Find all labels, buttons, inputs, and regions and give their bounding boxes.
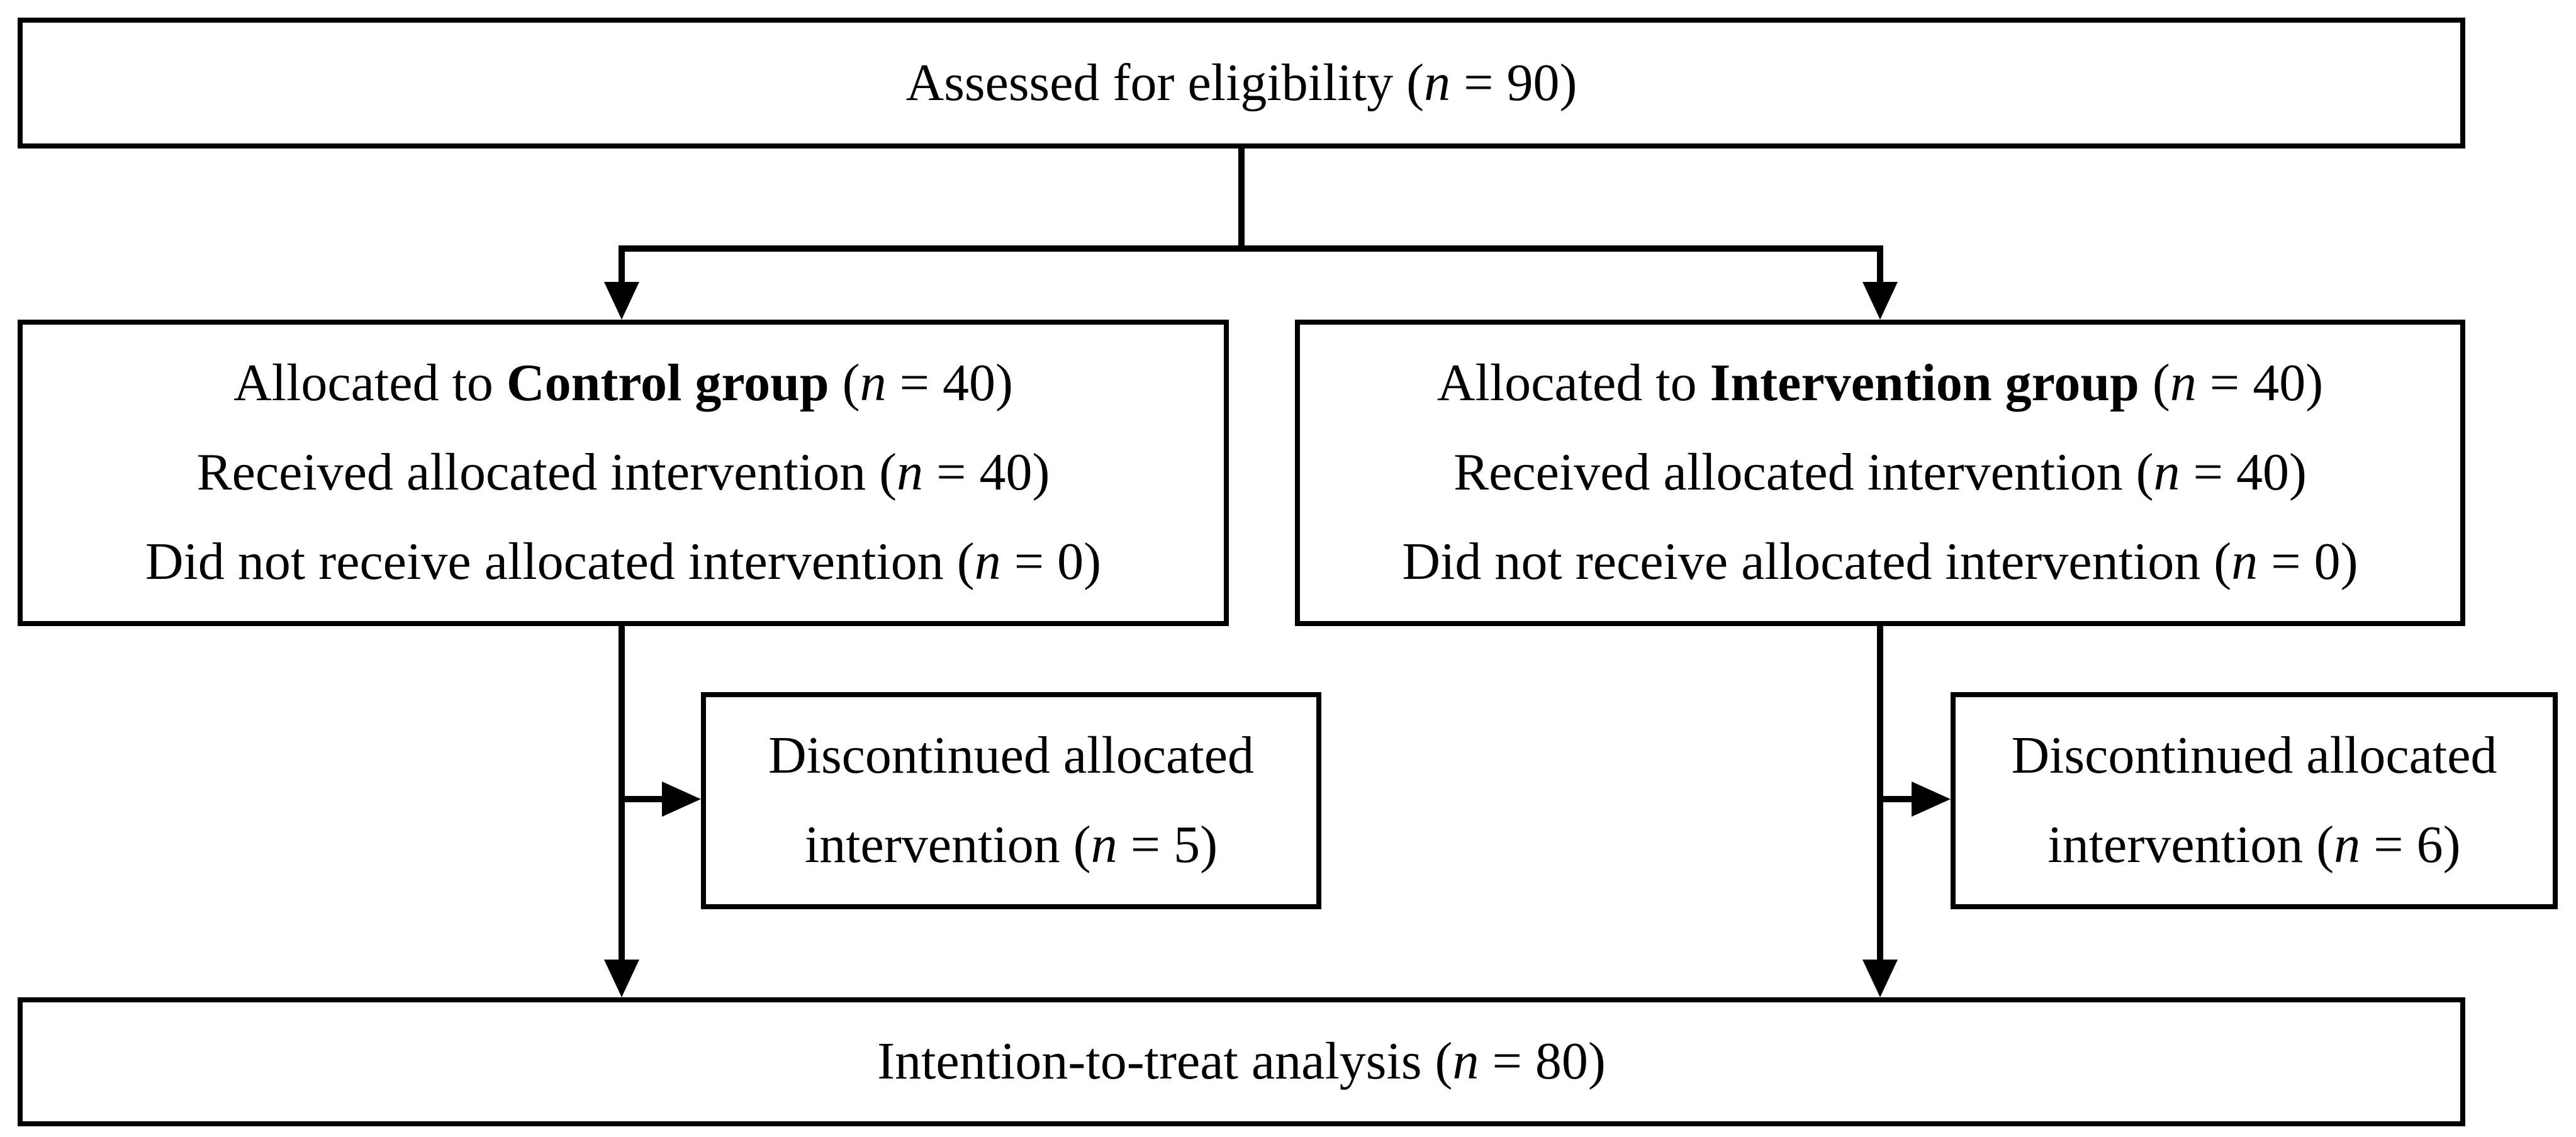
drop-line-to-intervention [1877, 245, 1883, 283]
text-segment: Assessed for eligibility ( [905, 53, 1425, 112]
intervention-group-bold-label: Intervention group [1710, 354, 2139, 413]
control-group-box: Allocated to Control group (n = 40) Rece… [18, 320, 1229, 626]
control-allocated-text: Allocated to Control group (n = 40) [233, 353, 1013, 414]
text-segment: = 40) [923, 443, 1050, 502]
text-segment: Did not receive allocated intervention ( [145, 532, 975, 591]
control-discontinued-box: Discontinued allocated intervention (n =… [701, 692, 1321, 909]
control-group-bold-label: Control group [506, 354, 829, 413]
n-symbol: n [2231, 532, 2258, 591]
arrowhead-into-control-box [604, 282, 639, 320]
text-segment: = 80) [1479, 1032, 1606, 1091]
assessed-text: Assessed for eligibility (n = 90) [906, 53, 1577, 114]
text-segment: Received allocated intervention ( [196, 443, 897, 502]
control-discontinued-line1: Discontinued allocated [768, 726, 1255, 785]
arrowhead-into-intervention-discontinued [1912, 781, 1951, 817]
intervention-discontinued-line1: Discontinued allocated [2011, 726, 2497, 785]
text-segment: Allocated to [233, 354, 507, 413]
assessed-for-eligibility-box: Assessed for eligibility (n = 90) [18, 18, 2465, 148]
n-symbol: n [860, 354, 887, 413]
control-stem-line [619, 626, 625, 960]
text-segment: = 40) [886, 354, 1013, 413]
arrowhead-into-control-discontinued [662, 781, 701, 817]
text-segment: Allocated to [1436, 354, 1710, 413]
n-symbol: n [2170, 354, 2197, 413]
n-symbol: n [2153, 443, 2180, 502]
text-segment: = 0) [1000, 532, 1102, 591]
itt-text: Intention-to-treat analysis (n = 80) [877, 1031, 1606, 1092]
text-segment: = 90) [1450, 53, 1577, 112]
text-segment: intervention ( [804, 815, 1091, 875]
text-segment: Intention-to-treat analysis ( [877, 1032, 1453, 1091]
n-symbol: n [2334, 815, 2361, 875]
n-symbol: n [897, 443, 924, 502]
control-not-received-text: Did not receive allocated intervention (… [145, 532, 1101, 593]
intervention-allocated-text: Allocated to Intervention group (n = 40) [1437, 353, 2323, 414]
intervention-received-text: Received allocated intervention (n = 40) [1453, 442, 2307, 503]
text-segment: ( [2139, 354, 2170, 413]
drop-line-to-control [619, 245, 625, 283]
text-segment: ( [829, 354, 860, 413]
text-segment: = 40) [2196, 354, 2324, 413]
intervention-stem-line [1877, 626, 1883, 960]
control-received-text: Received allocated intervention (n = 40) [197, 442, 1050, 503]
intervention-group-box: Allocated to Intervention group (n = 40)… [1295, 320, 2465, 626]
itt-analysis-box: Intention-to-treat analysis (n = 80) [18, 997, 2465, 1126]
intervention-discontinued-box: Discontinued allocated intervention (n =… [1951, 692, 2558, 909]
text-segment: = 0) [2258, 532, 2358, 591]
split-bar-line [619, 245, 1883, 252]
intervention-discontinued-line2: intervention (n = 6) [2047, 815, 2460, 876]
arrowhead-into-itt-right [1862, 960, 1898, 997]
arrowhead-into-intervention-box [1862, 282, 1898, 320]
text-segment: Received allocated intervention ( [1453, 443, 2154, 502]
n-symbol: n [1452, 1032, 1479, 1091]
text-segment: = 6) [2360, 815, 2461, 875]
text-segment: intervention ( [2047, 815, 2334, 875]
control-discontinued-line2: intervention (n = 5) [805, 815, 1218, 876]
arrowhead-into-itt-left [604, 960, 639, 997]
control-discontinued-branch-line [619, 796, 663, 802]
intervention-not-received-text: Did not receive allocated intervention (… [1402, 532, 2358, 593]
text-segment: Did not receive allocated intervention ( [1402, 532, 2232, 591]
top-stem-line [1238, 148, 1245, 252]
n-symbol: n [1424, 53, 1451, 112]
n-symbol: n [974, 532, 1001, 591]
intervention-discontinued-branch-line [1877, 796, 1913, 802]
text-segment: = 5) [1117, 815, 1218, 875]
n-symbol: n [1090, 815, 1117, 875]
text-segment: = 40) [2180, 443, 2307, 502]
